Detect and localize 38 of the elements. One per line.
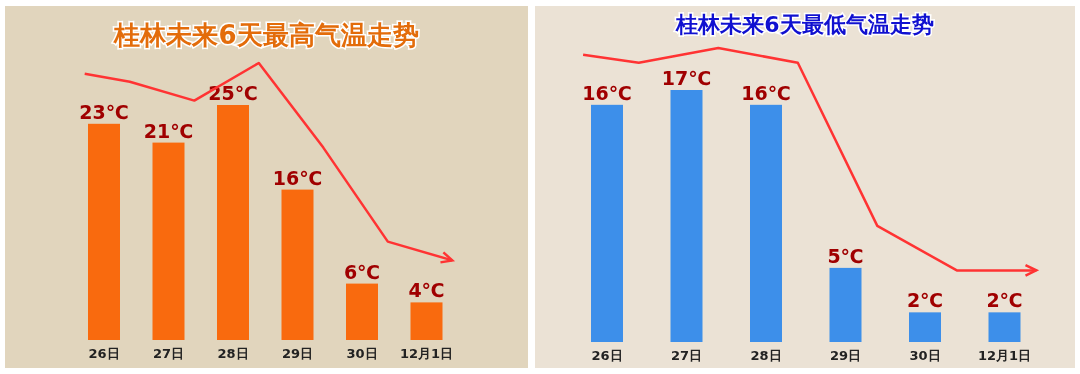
data-label: 16℃ <box>741 81 791 104</box>
x-tick-label: 29日 <box>829 348 862 363</box>
x-tick-label: 29日 <box>281 346 314 361</box>
data-label: 21℃ <box>143 119 194 142</box>
bar <box>909 312 941 342</box>
data-label: 2℃ <box>986 289 1023 312</box>
data-label: 6℃ <box>343 260 381 283</box>
bar <box>410 302 443 340</box>
x-tick-label: 27日 <box>152 346 185 361</box>
bar <box>346 283 378 340</box>
data-label: 23℃ <box>79 100 129 123</box>
bar <box>670 90 703 342</box>
data-label: 25℃ <box>208 82 258 104</box>
data-label: 4℃ <box>408 279 445 302</box>
data-label: 2℃ <box>906 289 944 312</box>
bar <box>152 142 185 340</box>
bar <box>829 267 862 342</box>
data-label: 17℃ <box>661 67 712 89</box>
bar <box>281 189 314 340</box>
bar <box>591 104 623 342</box>
bar <box>217 105 249 340</box>
data-label: 16℃ <box>272 166 323 189</box>
x-tick-label: 26日 <box>88 346 120 361</box>
x-tick-label: 12月1日 <box>977 348 1032 363</box>
chart-title: 桂林未来6天最高气温走势 <box>113 20 419 50</box>
data-label: 5℃ <box>827 244 864 267</box>
x-tick-label: 27日 <box>670 348 703 363</box>
x-tick-label: 28日 <box>750 348 782 363</box>
bar <box>988 312 1021 342</box>
bar <box>88 123 120 340</box>
x-tick-label: 12月1日 <box>399 346 454 361</box>
bar <box>750 104 782 342</box>
x-tick-label: 30日 <box>909 348 941 363</box>
data-label: 16℃ <box>582 81 632 104</box>
x-tick-label: 28日 <box>217 346 249 361</box>
x-tick-label: 30日 <box>346 346 378 361</box>
x-tick-label: 26日 <box>591 348 623 363</box>
chart-title: 桂林未来6天最低气温走势 <box>675 12 934 37</box>
